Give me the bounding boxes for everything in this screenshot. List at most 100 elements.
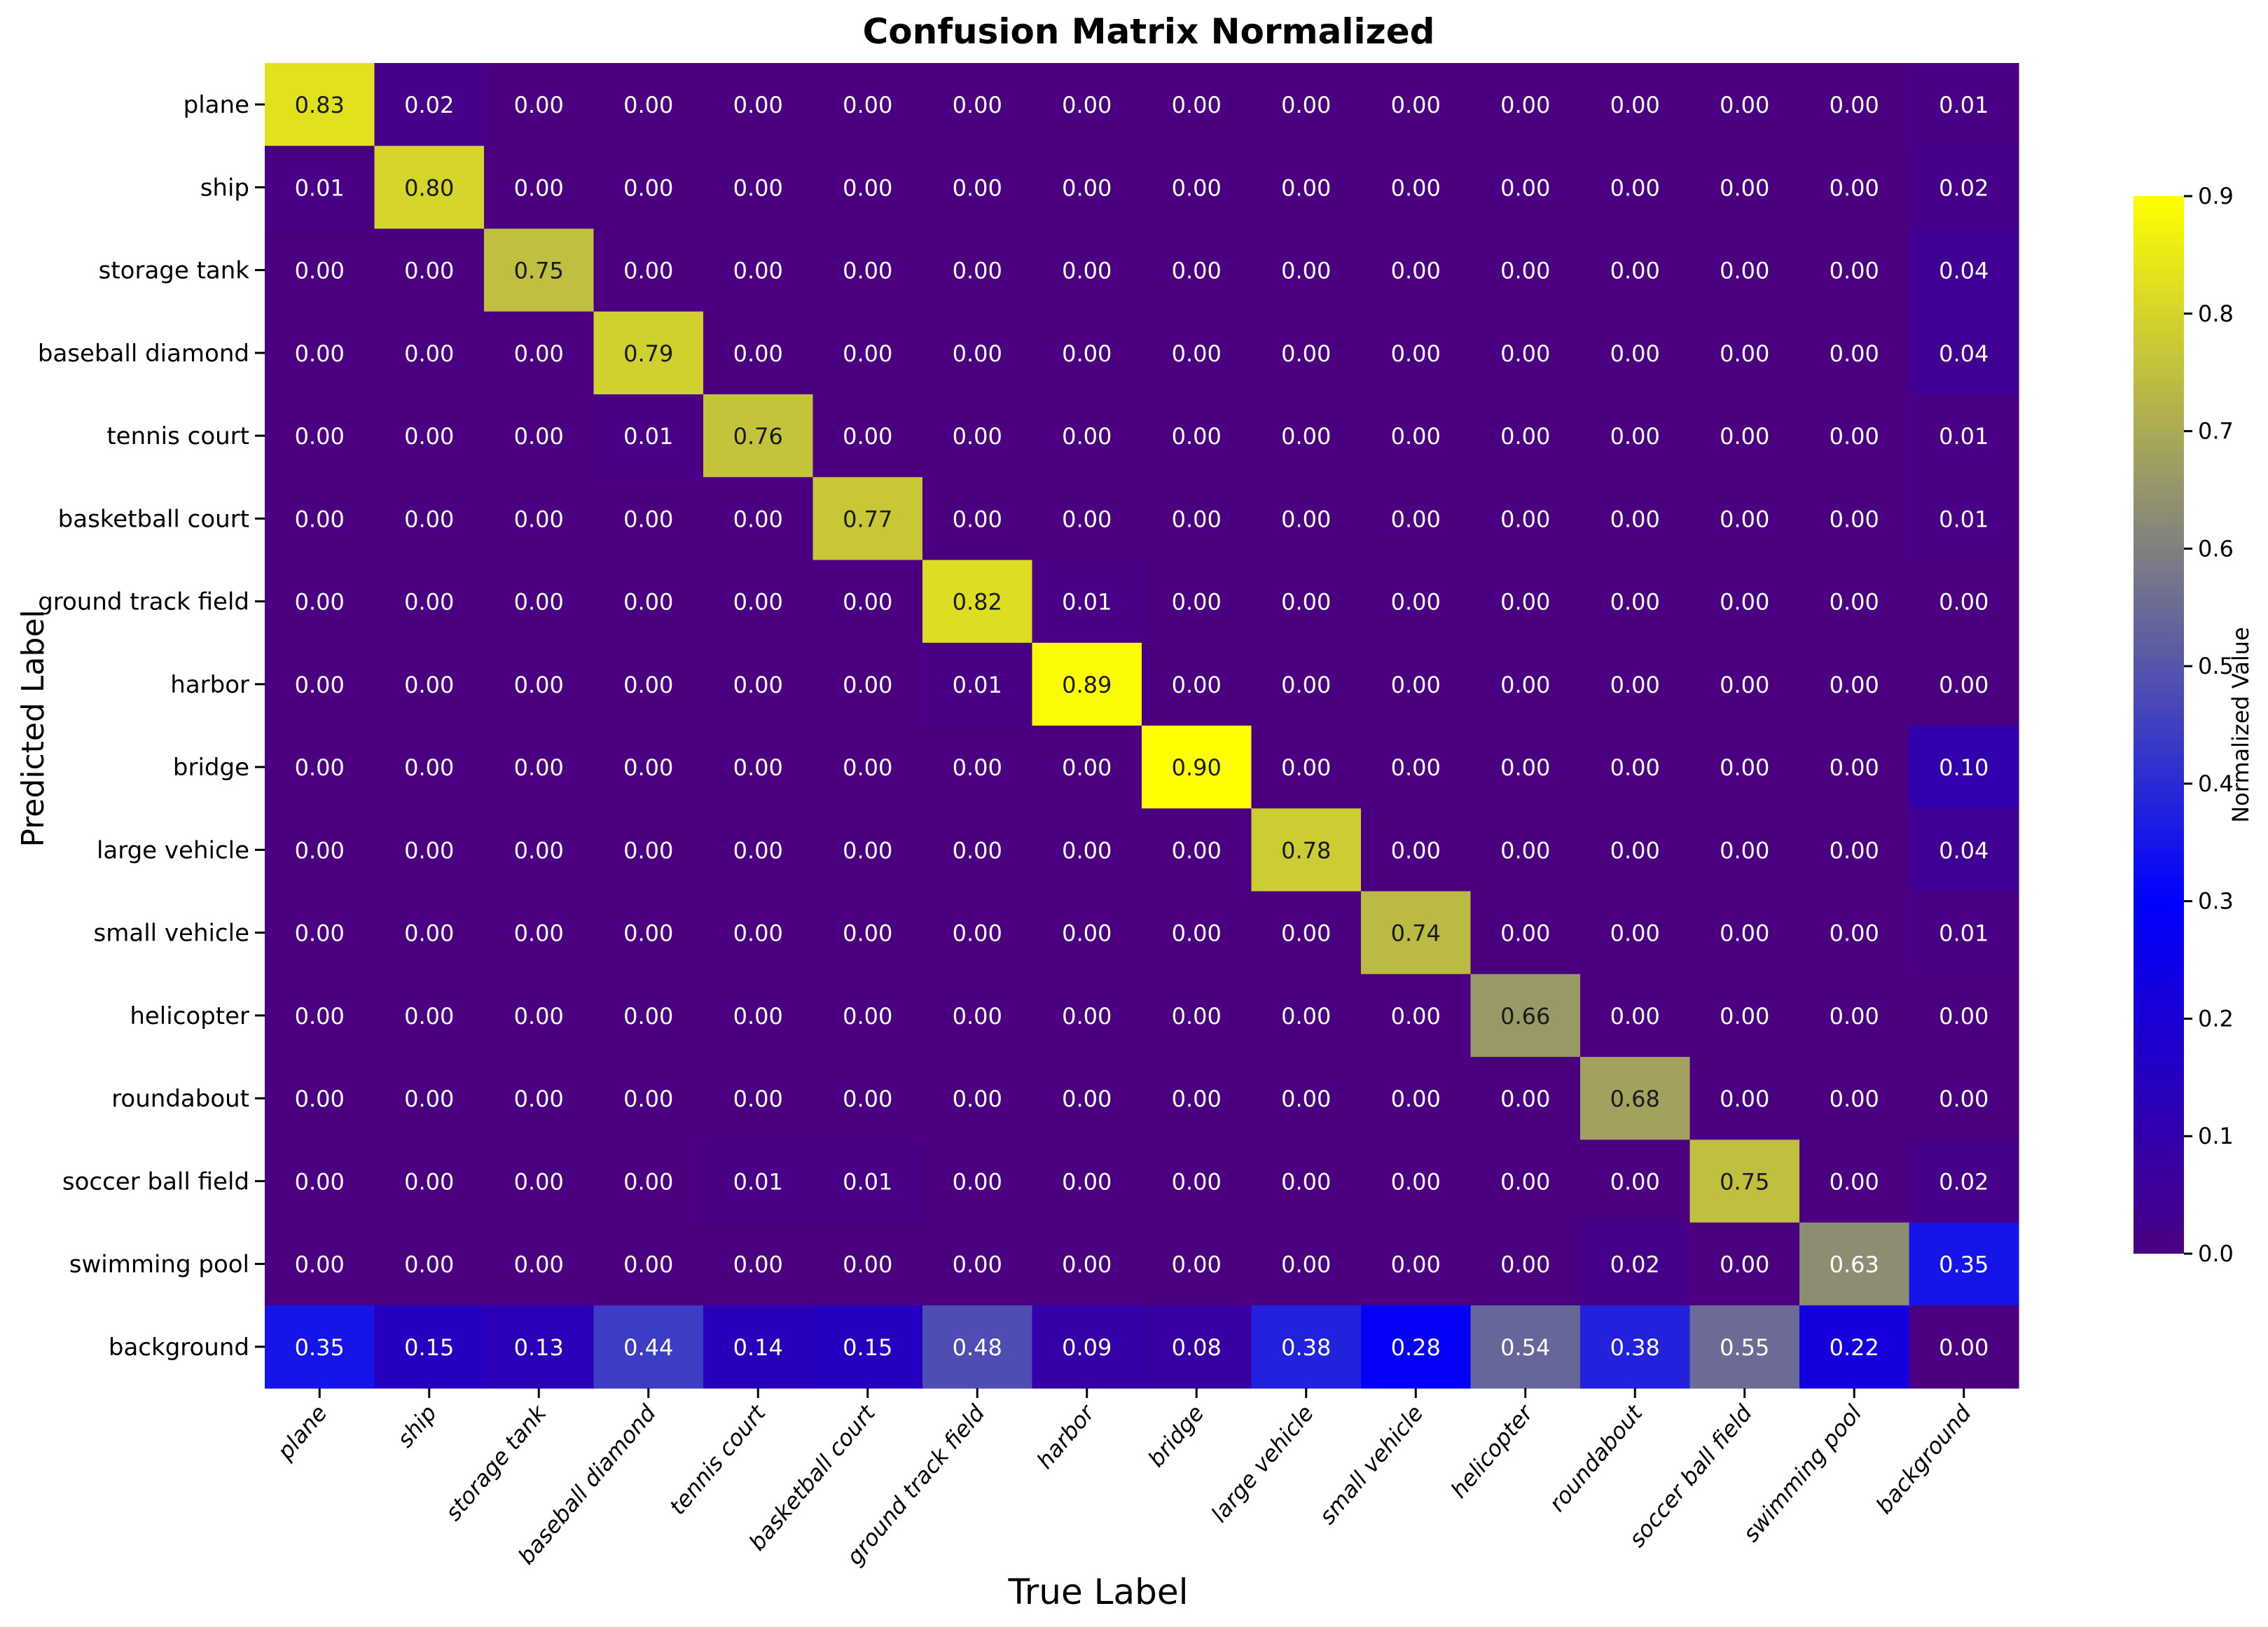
heatmap-cell [374,311,485,395]
heatmap-cell [703,1305,814,1389]
cell-value-label: 0.22 [1830,1334,1879,1361]
heatmap-cell [1470,311,1581,395]
heatmap-cell [265,1222,375,1306]
heatmap-cell [1251,974,1362,1058]
heatmap-cell [1580,726,1691,809]
cell-value-label: 0.00 [733,754,783,781]
heatmap-cell [1580,1305,1691,1389]
cell-value-label: 0.00 [1062,174,1112,201]
heatmap-cell [1799,146,1910,230]
cell-value-label: 0.00 [1172,837,1222,864]
heatmap-cell [593,228,704,312]
heatmap-cell [1470,1305,1581,1389]
cell-value-label: 0.00 [1610,920,1660,947]
heatmap-cell [703,808,814,892]
heatmap-cell [1142,1305,1252,1389]
heatmap-cell [1032,228,1142,312]
cell-value-label: 0.00 [1281,1003,1331,1030]
cell-value-label: 0.00 [1610,589,1660,616]
heatmap-cell [1251,808,1362,892]
cell-value-label: 0.00 [843,92,892,118]
cell-value-label: 0.00 [1610,174,1660,201]
heatmap-cell [1251,63,1362,146]
heatmap-cell [1142,726,1252,809]
heatmap-cell [593,1140,704,1224]
cell-value-label: 0.00 [1830,1168,1879,1195]
heatmap-cell [922,642,1033,726]
cell-value-label: 0.00 [1610,1003,1660,1030]
heatmap-cell [1689,146,1800,230]
cell-value-label: 0.00 [1281,92,1331,118]
cell-value-label: 0.00 [295,1003,345,1030]
heatmap-cell [1470,394,1581,478]
heatmap-cell [484,146,595,230]
cell-value-label: 0.00 [1720,1252,1769,1278]
cell-value-label: 0.00 [1062,506,1112,532]
x-tick-label-large-vehicle: large vehicle [1205,1400,1318,1528]
cell-value-label: 0.00 [1062,92,1112,118]
cell-value-label: 0.00 [1720,506,1769,532]
cell-value-label: 0.00 [733,920,783,947]
cell-value-label: 0.00 [953,506,1002,532]
heatmap-cell [703,974,814,1058]
cell-value-label: 0.00 [733,174,783,201]
cell-value-label: 0.00 [1391,423,1441,450]
cell-value-label: 0.00 [295,1086,345,1112]
heatmap-cell [1361,560,1472,644]
heatmap-cell [1251,146,1362,230]
x-tick-label-swimming-pool: swimming pool [1738,1400,1867,1547]
cell-value-label: 0.00 [1830,174,1879,201]
colorbar-tick-label: 0.7 [2198,418,2234,445]
y-tick-label-storage-tank: storage tank [99,257,250,285]
heatmap-cell [813,1305,923,1389]
heatmap-cell [703,642,814,726]
heatmap-cell [1580,477,1691,561]
x-tick-label-ship: ship [392,1400,442,1453]
heatmap-cell [1689,311,1800,395]
cell-value-label: 0.00 [404,672,454,698]
heatmap-cell [484,311,595,395]
heatmap-cell [374,808,485,892]
heatmap-cell [1142,394,1252,478]
heatmap-cell [1032,477,1142,561]
cell-value-label: 0.00 [295,1168,345,1195]
heatmap-cell [703,1057,814,1140]
cell-value-label: 0.54 [1500,1334,1550,1361]
heatmap-cell [1799,311,1910,395]
cell-value-label: 0.00 [733,340,783,367]
heatmap-cell [593,974,704,1058]
heatmap-cell [265,1305,375,1389]
cell-value-label: 0.00 [733,92,783,118]
cell-value-label: 0.00 [1610,340,1660,367]
heatmap-cell [703,394,814,478]
cell-value-label: 0.44 [623,1334,673,1361]
cell-value-label: 0.01 [1939,92,1989,118]
heatmap-cell [1799,1222,1910,1306]
x-tick-label-background: background [1871,1399,1977,1518]
heatmap-cell [922,1057,1033,1140]
cell-value-label: 0.00 [514,1168,564,1195]
heatmap-cell [1470,146,1581,230]
cell-value-label: 0.00 [1610,423,1660,450]
cell-value-label: 0.00 [843,1252,892,1278]
heatmap-cell [922,477,1033,561]
cell-value-label: 0.75 [1720,1168,1769,1195]
heatmap-cell [1251,311,1362,395]
cell-value-label: 0.00 [1172,589,1222,616]
heatmap-cell [593,560,704,644]
cell-value-label: 0.00 [404,1252,454,1278]
cell-value-label: 0.00 [1062,1086,1112,1112]
heatmap-cell [1142,1222,1252,1306]
heatmap-cell [1032,808,1142,892]
heatmap-cell [1361,1305,1472,1389]
cell-value-label: 0.00 [953,174,1002,201]
heatmap-cell [1580,1057,1691,1140]
cell-value-label: 0.00 [1939,589,1989,616]
cell-value-label: 0.00 [953,754,1002,781]
heatmap-cell [922,394,1033,478]
cell-value-label: 0.00 [1939,1086,1989,1112]
cell-value-label: 0.00 [843,423,892,450]
cell-value-label: 0.00 [1500,423,1550,450]
cell-value-label: 0.00 [514,423,564,450]
